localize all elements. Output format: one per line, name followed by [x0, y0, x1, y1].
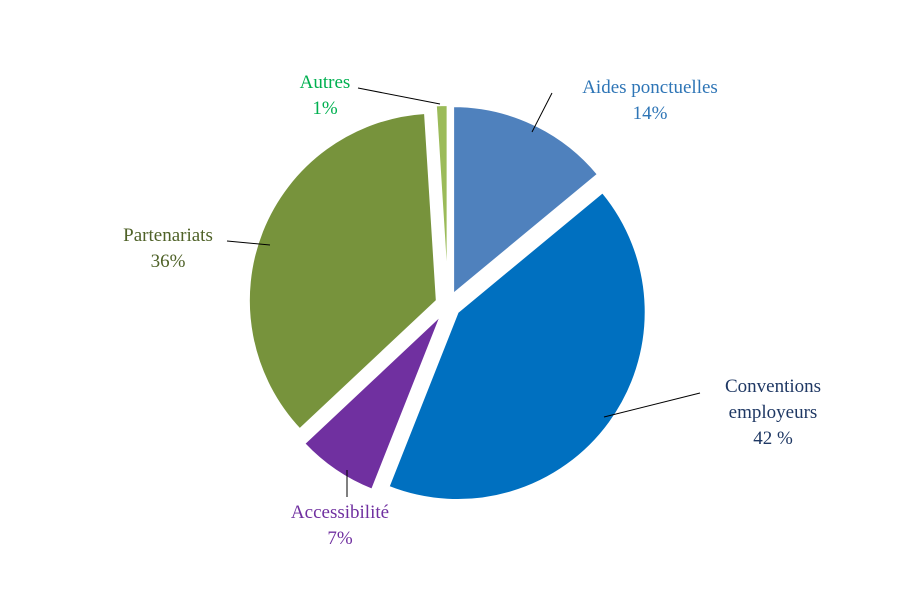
- slice-name-label-aides-ponctuelles: Aides ponctuelles: [582, 77, 718, 98]
- slice-value-label-partenariats: 36%: [151, 251, 186, 272]
- slice-name-label-conventions-employeurs: employeurs: [729, 402, 818, 423]
- slice-value-label-conventions-employeurs: 42 %: [753, 428, 793, 449]
- slice-name-label-partenariats: Partenariats: [123, 225, 213, 246]
- slice-name-label-accessibilité: Accessibilité: [291, 502, 389, 523]
- leader-line-autres: [357, 87, 441, 105]
- pie-slice-aides-ponctuelles: [452, 105, 600, 297]
- leader-line-conventions-employeurs: [603, 392, 701, 418]
- leader-line-aides-ponctuelles: [531, 92, 553, 133]
- pie-slice-partenariats: [247, 111, 438, 431]
- pie-slice-autres: [434, 104, 449, 294]
- leader-line-partenariats: [226, 240, 271, 246]
- pie-slice-conventions-employeurs: [387, 190, 647, 502]
- slice-value-label-autres: 1%: [312, 98, 338, 119]
- slice-name-label-conventions-employeurs: Conventions: [725, 376, 821, 397]
- pie-slice-accessibilité: [302, 314, 443, 492]
- slice-value-label-accessibilité: 7%: [327, 528, 353, 549]
- slice-value-label-aides-ponctuelles: 14%: [633, 103, 668, 124]
- slice-name-label-autres: Autres: [300, 72, 351, 93]
